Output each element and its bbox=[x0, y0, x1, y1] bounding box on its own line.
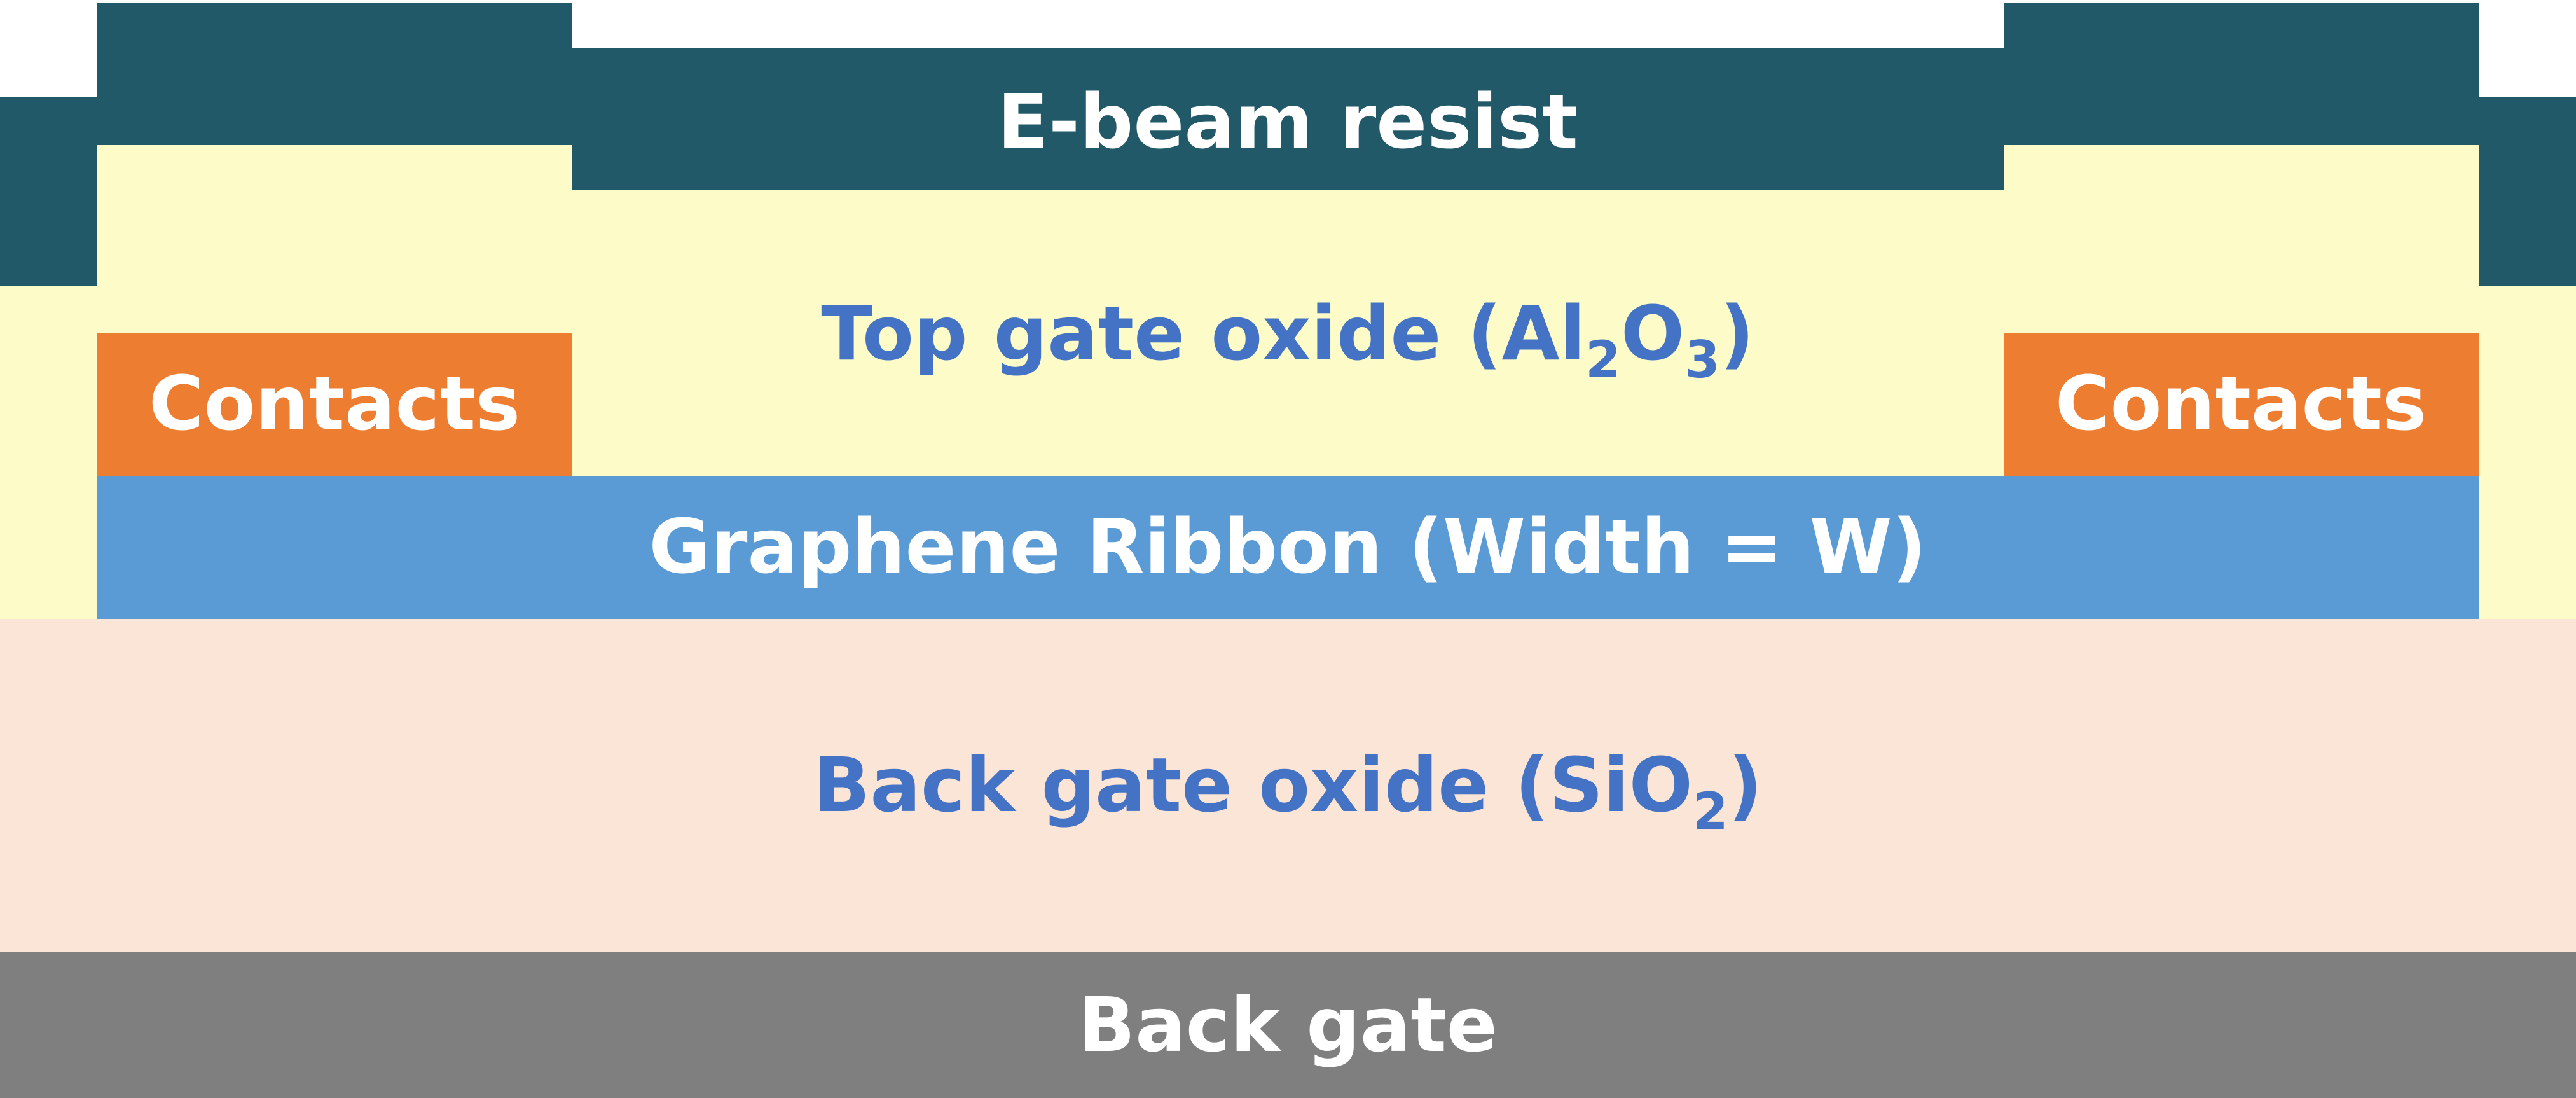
e-beam-resist-label: E-beam resist bbox=[997, 78, 1578, 165]
right-contact bbox=[2004, 333, 2479, 476]
back-gate-layer bbox=[0, 952, 2576, 1098]
al-subscript: 2 bbox=[1585, 330, 1621, 389]
sio2-subscript: 2 bbox=[1693, 782, 1728, 841]
back-gate-oxide-layer bbox=[0, 619, 2576, 952]
graphene-ribbon-layer bbox=[97, 476, 2479, 619]
top-gate-oxide-label: Top gate oxide (Al2O3) bbox=[821, 289, 1754, 389]
left-contact-label: Contacts bbox=[149, 359, 520, 447]
graphene-ribbon-label: Graphene Ribbon (Width = W) bbox=[649, 503, 1926, 590]
right-contact-label: Contacts bbox=[2055, 359, 2427, 447]
back-gate-oxide-label: Back gate oxide (SiO2) bbox=[813, 741, 1762, 841]
back-gate-label: Back gate bbox=[1078, 981, 1498, 1069]
o-subscript: 3 bbox=[1684, 330, 1720, 389]
left-contact bbox=[97, 333, 572, 476]
